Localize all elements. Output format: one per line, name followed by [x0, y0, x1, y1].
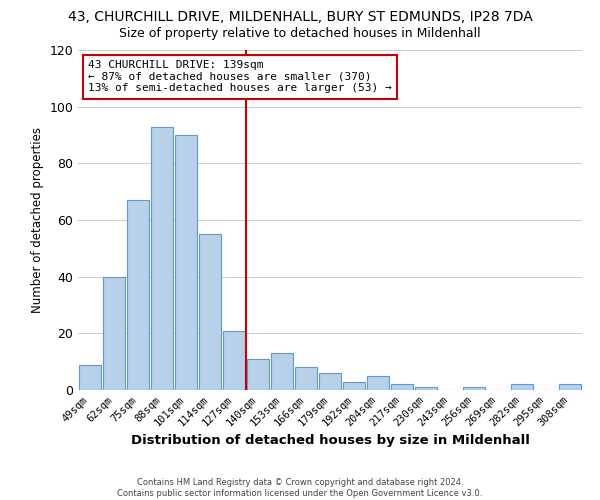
Bar — [391, 384, 413, 390]
Bar — [319, 373, 341, 390]
Bar — [127, 200, 149, 390]
Text: 43, CHURCHILL DRIVE, MILDENHALL, BURY ST EDMUNDS, IP28 7DA: 43, CHURCHILL DRIVE, MILDENHALL, BURY ST… — [68, 10, 532, 24]
Bar — [463, 387, 485, 390]
Bar — [151, 126, 173, 390]
Y-axis label: Number of detached properties: Number of detached properties — [31, 127, 44, 313]
Bar — [79, 364, 101, 390]
Text: Contains HM Land Registry data © Crown copyright and database right 2024.
Contai: Contains HM Land Registry data © Crown c… — [118, 478, 482, 498]
Bar — [199, 234, 221, 390]
Bar — [175, 135, 197, 390]
Bar — [343, 382, 365, 390]
Bar — [223, 330, 245, 390]
Bar — [295, 368, 317, 390]
Bar — [511, 384, 533, 390]
Bar — [271, 353, 293, 390]
Bar — [367, 376, 389, 390]
Bar — [103, 276, 125, 390]
Bar — [247, 359, 269, 390]
Bar — [559, 384, 581, 390]
Text: 43 CHURCHILL DRIVE: 139sqm
← 87% of detached houses are smaller (370)
13% of sem: 43 CHURCHILL DRIVE: 139sqm ← 87% of deta… — [88, 60, 392, 94]
X-axis label: Distribution of detached houses by size in Mildenhall: Distribution of detached houses by size … — [131, 434, 529, 447]
Bar — [415, 387, 437, 390]
Text: Size of property relative to detached houses in Mildenhall: Size of property relative to detached ho… — [119, 28, 481, 40]
